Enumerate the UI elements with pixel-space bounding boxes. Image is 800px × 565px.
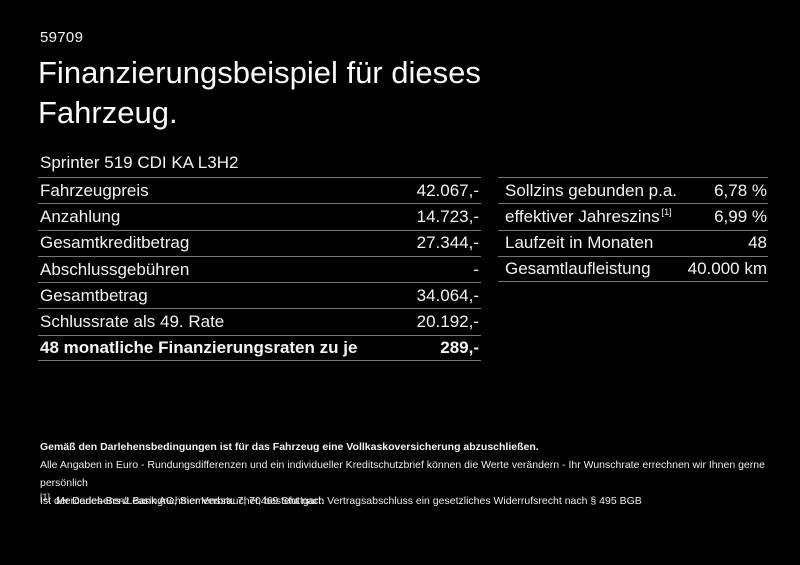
table-row-abschlussgebuehren: Abschlussgebühren - [38, 255, 481, 282]
table-row-gesamtbetrag: Gesamtbetrag 34.064,- [38, 282, 481, 308]
table-row-anzahlung: Anzahlung 14.723,- [38, 203, 481, 229]
footnote-text: Mercedes-Benz Bank AG, Siemensstr. 7, 70… [56, 495, 324, 507]
row-value: 42.067,- [416, 180, 479, 200]
row-value: 34.064,- [416, 285, 479, 305]
row-value: 27.344,- [416, 233, 479, 253]
table-row-gesamtlaufleistung: Gesamtlaufleistung 40.000 km [498, 255, 768, 283]
row-label: Gesamtbetrag [40, 285, 148, 305]
row-value: 6,99 % [714, 206, 767, 226]
disclaimer-line: Ist der Darlehens-/Leasingnehmer Verbrau… [40, 495, 642, 507]
footnote-marker: [1] [40, 491, 51, 502]
row-value: 6,78 % [714, 180, 767, 200]
footnote-marker: [1] [661, 207, 672, 218]
conditions-table: Sollzins gebunden p.a. 6,78 % effektiver… [498, 177, 768, 283]
table-row-sollzins: Sollzins gebunden p.a. 6,78 % [498, 177, 768, 203]
row-label: Sollzins gebunden p.a. [505, 180, 678, 200]
disclaimer-line: Alle Angaben in Euro - Rundungsdifferenz… [40, 459, 765, 489]
table-row-schlussrate: Schlussrate als 49. Rate 20.192,- [38, 308, 481, 334]
table-row-laufzeit: Laufzeit in Monaten 48 [498, 229, 768, 256]
table-row-gesamtkreditbetrag: Gesamtkreditbetrag 27.344,- [38, 229, 481, 256]
table-row-fahrzeugpreis: Fahrzeugpreis 42.067,- [38, 177, 481, 203]
footnote: [1] Mercedes-Benz Bank AG, Siemensstr. 7,… [40, 491, 324, 507]
table-row-effektiver-jahreszins: effektiver Jahreszins [1] 6,99 % [498, 203, 768, 229]
reference-number: 59709 [40, 29, 84, 46]
page-title: Finanzierungsbeispiel für dieses Fahrzeu… [38, 55, 481, 130]
row-label: 48 monatliche Finanzierungsraten zu je [40, 337, 358, 357]
vehicle-model-subtitle: Sprinter 519 CDI KA L3H2 [40, 153, 239, 172]
row-label: Anzahlung [40, 206, 121, 226]
finance-table: Fahrzeugpreis 42.067,- Anzahlung 14.723,… [38, 177, 481, 362]
row-label: Gesamtkreditbetrag [40, 233, 190, 253]
row-value: 48 [748, 233, 767, 253]
row-value: - [473, 259, 479, 279]
row-value: 40.000 km [687, 259, 767, 279]
row-value: 289,- [440, 337, 479, 357]
row-value: 14.723,- [416, 206, 479, 226]
row-label: Fahrzeugpreis [40, 180, 149, 200]
row-label: Abschlussgebühren [40, 259, 190, 279]
row-label: effektiver Jahreszins [1] [505, 207, 672, 227]
row-label: Schlussrate als 49. Rate [40, 312, 225, 332]
table-row-monthly-rate-total: 48 monatliche Finanzierungsraten zu je 2… [38, 334, 481, 362]
row-value: 20.192,- [416, 312, 479, 332]
footer-disclaimers: Gemäß den Darlehensbedingungen ist für d… [40, 438, 770, 510]
row-label: Gesamtlaufleistung [505, 259, 651, 279]
insurance-note: Gemäß den Darlehensbedingungen ist für d… [40, 441, 539, 453]
row-label-text: effektiver Jahreszins [505, 206, 660, 226]
row-label: Laufzeit in Monaten [505, 233, 654, 253]
